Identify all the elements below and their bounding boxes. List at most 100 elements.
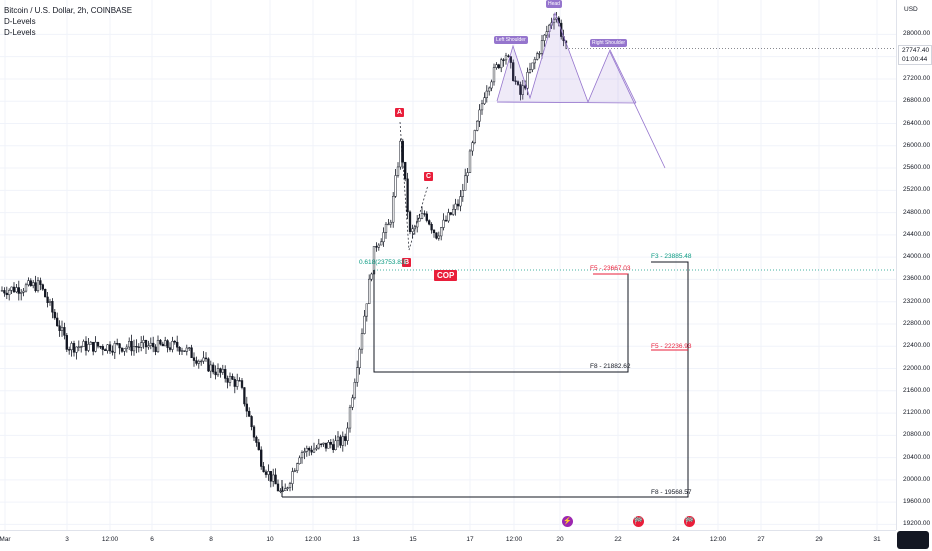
- candle-body: [274, 474, 277, 485]
- candle-body: [190, 347, 193, 358]
- candle-body: [53, 311, 56, 319]
- candle-body: [149, 342, 152, 346]
- candle-body: [248, 410, 251, 417]
- candle-body: [322, 442, 325, 445]
- candle-body: [471, 142, 474, 152]
- price-tick-label: 24000.00: [903, 253, 931, 261]
- candle-body: [159, 339, 162, 345]
- candle-body: [240, 380, 244, 388]
- candle-body: [75, 346, 78, 353]
- candle-body: [221, 369, 224, 373]
- fib-level-f3-upper: F3 - 23885.48: [651, 253, 692, 260]
- candle-body: [392, 196, 395, 223]
- candle-body: [504, 55, 508, 61]
- candle-body: [99, 346, 102, 348]
- candle-body: [147, 345, 150, 348]
- candle-body: [65, 335, 68, 350]
- price-chart[interactable]: [0, 0, 896, 530]
- candle-body: [276, 483, 280, 492]
- candle-body: [116, 343, 119, 345]
- candle-body: [480, 103, 484, 111]
- candle-body: [468, 150, 472, 173]
- candle-body: [267, 471, 270, 475]
- candle-body: [168, 347, 172, 350]
- candle-body: [312, 448, 316, 453]
- candle-body: [420, 213, 424, 219]
- candle-body: [416, 220, 419, 228]
- candle-body: [113, 343, 116, 353]
- fib-box-upper: [373, 270, 629, 373]
- candle-body: [171, 340, 174, 350]
- hs-neckline: [496, 101, 637, 104]
- price-tick-label: 22800.00: [903, 319, 931, 327]
- symbol-title[interactable]: Bitcoin / U.S. Dollar, 2h, COINBASE: [4, 6, 133, 15]
- candle-body: [231, 376, 234, 380]
- candle-body: [80, 346, 83, 348]
- candle-body: [375, 246, 378, 248]
- candle-body: [250, 416, 253, 428]
- candle-body: [216, 368, 220, 376]
- candle-body: [315, 447, 318, 450]
- indicator-label-2[interactable]: D-Levels: [4, 28, 36, 37]
- candle-body: [310, 449, 313, 453]
- price-axis[interactable]: [896, 0, 932, 530]
- candle-body: [317, 443, 320, 449]
- candle-body: [452, 209, 455, 215]
- candle-body: [380, 241, 383, 246]
- price-tick-label: 26400.00: [903, 119, 931, 127]
- indicator-label-1[interactable]: D-Levels: [4, 17, 36, 26]
- flag-event-icon-1[interactable]: 🏁: [633, 516, 644, 527]
- candle-body: [3, 290, 6, 294]
- fib-level-f8-lower: F8 - 19568.57: [651, 489, 692, 496]
- candle-body: [185, 347, 188, 352]
- candle-body: [363, 315, 366, 334]
- currency-label: USD: [904, 6, 918, 13]
- time-axis[interactable]: [0, 530, 896, 551]
- candle-body: [358, 348, 361, 368]
- fib-level-f5-upper: F5 - 23667.03: [590, 265, 631, 272]
- candle-body: [204, 357, 208, 360]
- candle-body: [120, 347, 124, 352]
- candle-body: [192, 357, 196, 361]
- time-tick-label: 31: [873, 536, 881, 543]
- candle-body: [411, 228, 414, 232]
- candle-body: [96, 341, 100, 347]
- candle-body: [389, 221, 392, 225]
- candle-body: [238, 380, 241, 382]
- candle-body: [12, 286, 16, 293]
- candle-body: [461, 190, 464, 197]
- candle-body: [320, 443, 323, 446]
- candle-body: [214, 371, 217, 376]
- candle-body: [497, 64, 500, 69]
- tradingview-logo[interactable]: [897, 531, 929, 549]
- time-tick-label: 15: [409, 536, 417, 543]
- candle-body: [526, 72, 529, 89]
- candle-body: [454, 203, 457, 210]
- candle-body: [176, 341, 179, 348]
- time-tick-label: 3: [65, 536, 69, 543]
- chart-legend: Bitcoin / U.S. Dollar, 2h, COINBASE D-Le…: [4, 5, 132, 38]
- candle-body: [488, 87, 491, 92]
- candle-body: [34, 282, 37, 292]
- candle-body: [84, 341, 88, 351]
- candle-body: [473, 130, 476, 143]
- candle-body: [111, 350, 114, 353]
- candle-body: [360, 333, 364, 350]
- candle-body: [226, 378, 229, 383]
- wave-label-c: C: [424, 172, 434, 181]
- candle-body: [22, 290, 25, 293]
- candle-body: [500, 59, 503, 69]
- bar-countdown: 01:00:44: [902, 56, 928, 63]
- candle-body: [72, 343, 76, 353]
- candle-body: [60, 327, 64, 331]
- candle-body: [305, 448, 308, 452]
- flag-event-icon-2[interactable]: 🏁: [684, 516, 695, 527]
- price-tick-label: 26000.00: [903, 141, 931, 149]
- candle-body: [108, 344, 112, 352]
- candle-body: [29, 280, 32, 286]
- lightning-event-icon[interactable]: ⚡: [562, 516, 573, 527]
- candle-body: [464, 175, 467, 191]
- candle-body: [58, 325, 61, 331]
- candle-body: [36, 280, 40, 292]
